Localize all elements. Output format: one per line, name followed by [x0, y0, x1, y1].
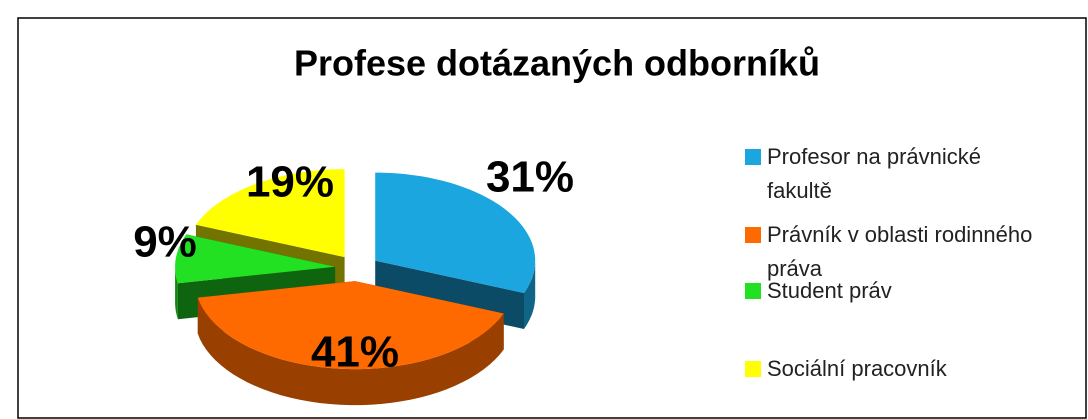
legend-label: Sociální pracovník: [767, 356, 947, 381]
slice-top: [375, 172, 536, 293]
legend-item: Profesor na právnické fakultě: [745, 140, 1037, 208]
data-label: 31%: [486, 153, 574, 202]
legend-item: Právník v oblasti rodinného práva: [745, 218, 1037, 286]
pie-slice: [197, 281, 504, 406]
slice-outer-wall: [197, 297, 504, 406]
chart-border: [17, 17, 1087, 419]
legend-swatch: [745, 149, 761, 165]
slice-top: [195, 169, 345, 258]
slice-outer-wall: [524, 260, 536, 329]
legend-label: Profesor na právnické fakultě: [767, 144, 981, 203]
legend-swatch: [745, 283, 761, 299]
slice-top: [197, 281, 504, 370]
chart-title: Profese dotázaných odborníků: [294, 43, 820, 84]
data-label: 9%: [133, 218, 197, 267]
legend-item: Student práv: [745, 274, 1037, 308]
data-label: 19%: [246, 158, 334, 207]
legend-swatch: [745, 227, 761, 243]
legend-swatch: [745, 361, 761, 377]
slice-outer-wall: [175, 266, 178, 320]
legend-item: Sociální pracovník: [745, 352, 1037, 386]
legend-label: Student práv: [767, 278, 892, 303]
data-label: 41%: [311, 328, 399, 377]
slice-top: [175, 234, 336, 284]
legend-label: Právník v oblasti rodinného práva: [767, 222, 1033, 281]
